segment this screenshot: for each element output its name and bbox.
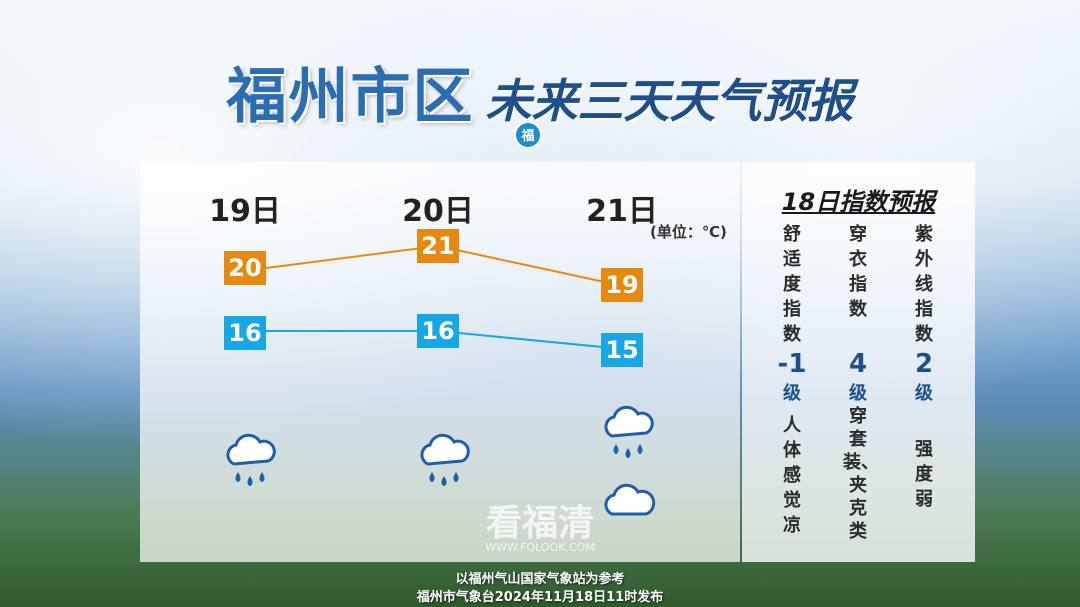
page-title: 福州市区 未来三天天气预报	[0, 48, 1080, 135]
high-temp-day1: 20	[224, 251, 266, 285]
comfort-index-desc: 人体感觉凉	[783, 415, 801, 536]
uv-index-name: 紫外线指数	[915, 224, 933, 345]
uv-index-level: 2	[914, 349, 934, 379]
uv-index-unit: 级	[915, 383, 933, 404]
uv-index-column: 紫外线指数 2 级 强度 弱	[909, 222, 939, 512]
watermark: 看福清	[485, 503, 594, 544]
day-label-3: 21日	[586, 194, 658, 229]
rain-cloud-icon	[226, 433, 276, 487]
title-subtitle: 未来三天天气预报	[485, 74, 854, 128]
comfort-index-level: -1	[777, 349, 807, 379]
rain-cloud-icon	[604, 405, 654, 459]
clothing-index-level: 4	[848, 349, 868, 379]
footer-publisher: 福州市气象台2024年11月18日11时发布	[416, 590, 664, 605]
cloud-icon	[604, 483, 656, 516]
day-label-2: 20日	[402, 194, 474, 229]
low-temp-day2: 16	[417, 314, 459, 348]
watermark-url: WWW.FQLOOK.COM	[485, 541, 595, 554]
rain-cloud-icon	[420, 433, 470, 487]
low-temp-day1: 16	[224, 316, 266, 350]
comfort-index-name: 舒适度指数	[783, 224, 801, 345]
comfort-index-unit: 级	[783, 383, 801, 404]
comfort-index-column: 舒适度指数 -1 级 人体感觉凉	[777, 222, 807, 538]
high-temp-day2: 21	[417, 229, 459, 263]
index-panel	[742, 162, 975, 562]
title-city: 福州市区	[226, 62, 475, 132]
uv-index-desc: 强度 弱	[915, 439, 933, 510]
low-temp-day3: 15	[601, 333, 643, 367]
high-temp-day3: 19	[601, 268, 643, 302]
index-panel-title: 18日指数预报	[781, 188, 936, 216]
clothing-index-desc: 穿套装、夹克类	[843, 406, 879, 542]
day-label-1: 19日	[209, 194, 281, 229]
clothing-index-name: 穿衣指数	[849, 224, 867, 320]
unit-label: (单位：℃)	[650, 223, 727, 241]
clothing-index-column: 穿衣指数 4 级 穿套装、夹克类	[843, 222, 879, 543]
footer-reference: 以福州气山国家气象站为参考	[455, 572, 625, 587]
fu-logo-icon: 福	[514, 121, 542, 149]
clothing-index-unit: 级	[849, 383, 867, 404]
